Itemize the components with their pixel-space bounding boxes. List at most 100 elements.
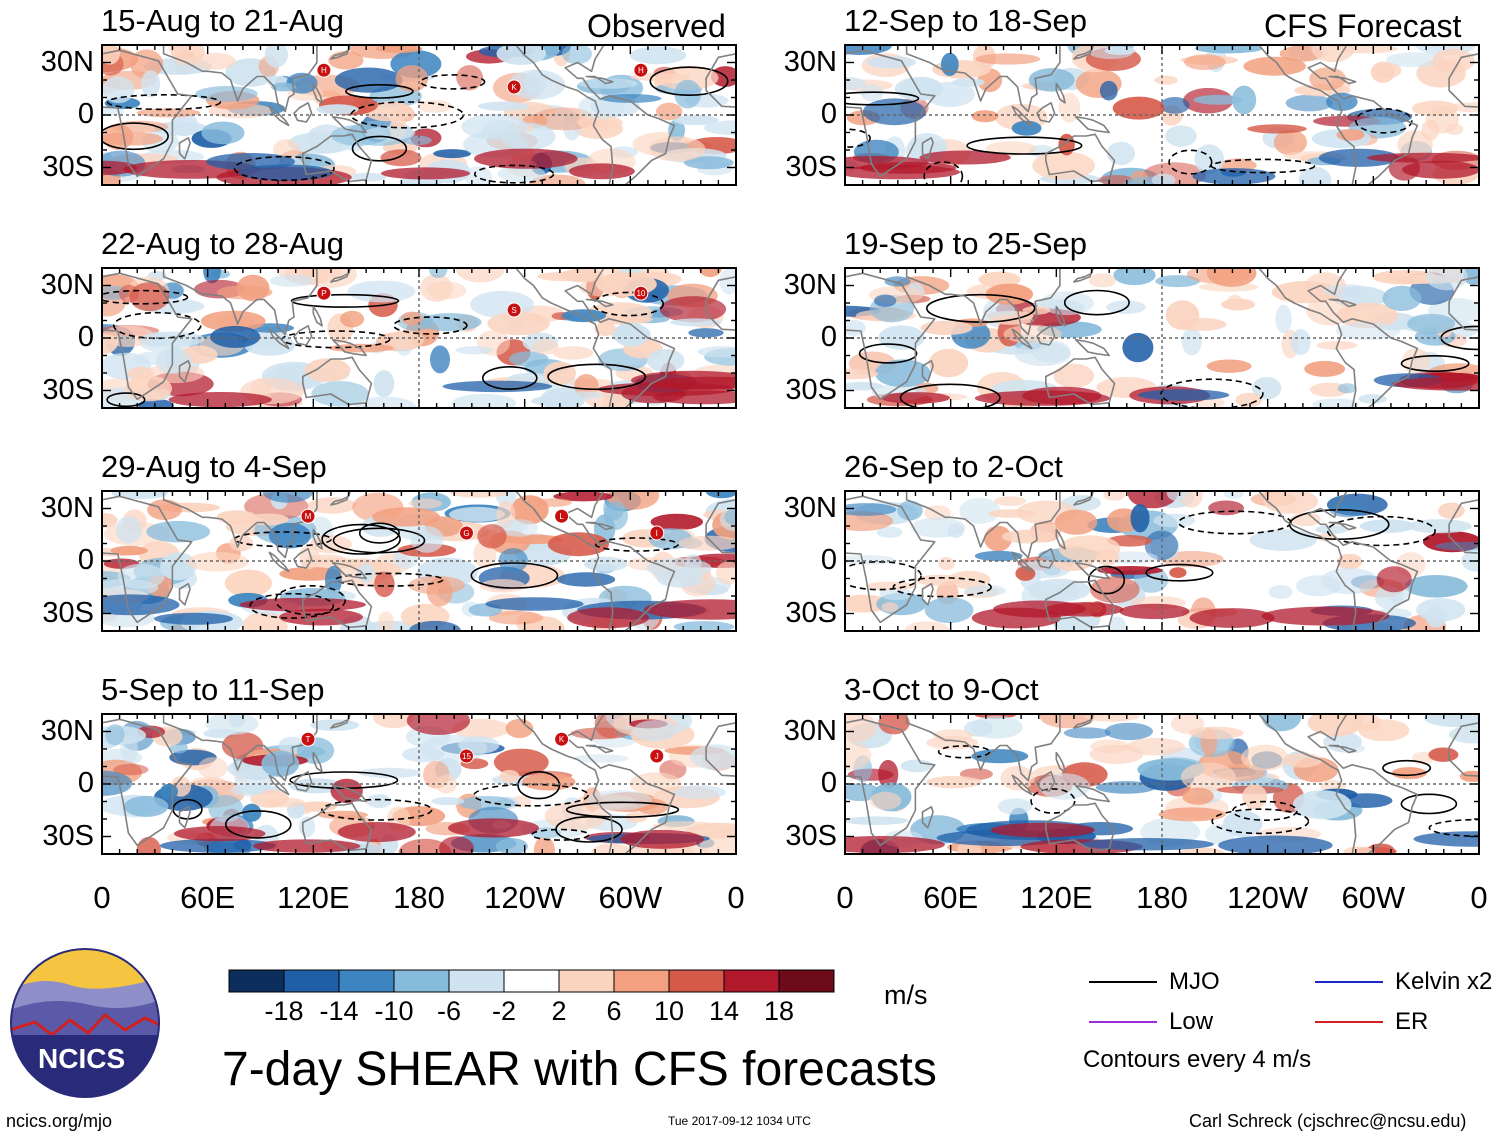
mjo-contour — [594, 537, 679, 552]
shear-field — [102, 45, 736, 185]
shear-cell — [417, 100, 453, 113]
storm-marker — [300, 731, 316, 747]
shear-cell — [1113, 268, 1156, 286]
panel-title: 12-Sep to 18-Sep — [844, 3, 1088, 38]
shear-cell — [997, 798, 1033, 815]
mjo-contour — [224, 810, 292, 839]
storm-marker — [554, 508, 570, 524]
shear-cell — [1315, 525, 1348, 535]
shear-cell — [1463, 268, 1479, 285]
shear-cell — [1195, 45, 1263, 54]
panel-title: 5-Sep to 11-Sep — [101, 672, 325, 707]
shear-cell — [1169, 567, 1187, 578]
shear-cell — [1084, 714, 1140, 722]
shear-cell — [1275, 304, 1292, 334]
mjo-contour — [358, 522, 400, 544]
coastline — [1073, 491, 1095, 506]
shear-band — [993, 600, 1087, 618]
colorbar-swatch — [613, 969, 670, 993]
shear-cell — [585, 790, 652, 811]
footer-right: Carl Schreck (cjschrec@ncsu.edu) — [1189, 1111, 1467, 1131]
colorbar-swatch — [448, 969, 505, 993]
shear-cell — [594, 321, 616, 337]
coastline — [178, 582, 191, 606]
shear-cell — [380, 149, 422, 167]
coastline — [178, 805, 191, 829]
mjo-contour — [899, 383, 1001, 408]
shear-band — [168, 392, 272, 408]
x-tick-label: 0 — [1470, 880, 1488, 915]
mjo-contour — [345, 84, 414, 99]
shear-band — [643, 599, 736, 620]
shear-cell — [1335, 322, 1401, 340]
shear-cell — [1188, 726, 1244, 740]
panel-title: 3-Oct to 9-Oct — [844, 672, 1039, 707]
shear-cell — [316, 104, 359, 115]
shear-band — [1080, 838, 1214, 851]
mjo-contour — [470, 562, 559, 589]
shear-cell — [130, 49, 164, 79]
shear-cell — [1032, 151, 1095, 180]
shear-cell — [195, 86, 258, 102]
y-tick-label: 30N — [783, 45, 837, 78]
shear-band — [253, 839, 361, 853]
storm-marker — [316, 62, 332, 78]
shear-cell — [1312, 398, 1359, 408]
shear-cell — [372, 507, 440, 527]
shear-cell — [1112, 96, 1165, 120]
coastline — [585, 521, 614, 531]
coastline — [331, 338, 368, 357]
shear-cell — [261, 750, 300, 777]
x-tick-label: 0 — [93, 880, 111, 915]
mjo-contour — [1400, 793, 1458, 815]
shear-cell — [1181, 327, 1202, 356]
shear-cell — [129, 282, 170, 312]
mjo-contour — [845, 91, 920, 106]
shear-cell — [1445, 123, 1464, 135]
mjo-contour — [1145, 563, 1214, 582]
shear-cell — [210, 325, 261, 348]
shear-cell — [449, 506, 505, 522]
shear-cell — [1292, 790, 1352, 820]
shear-cell — [408, 498, 443, 509]
shear-cell — [455, 346, 494, 355]
shear-cell — [228, 714, 245, 728]
shear-cell — [406, 714, 470, 735]
shear-cell — [102, 513, 118, 528]
shear-cell — [358, 767, 422, 779]
shear-cell — [456, 65, 483, 91]
footer-left[interactable]: ncics.org/mjo — [6, 1111, 113, 1131]
shear-cell — [1186, 268, 1251, 284]
shear-cell — [192, 776, 225, 785]
shear-cell — [430, 345, 450, 374]
shear-cell — [200, 310, 266, 332]
shear-cell — [309, 535, 352, 554]
shear-cell — [500, 519, 539, 537]
y-tick-label: 30S — [42, 596, 94, 629]
shear-cell — [186, 552, 249, 572]
shear-cell — [1063, 727, 1111, 739]
storm-marker — [459, 525, 474, 541]
storm-label: 15 — [462, 752, 471, 761]
colorbar-tick-label: -2 — [491, 996, 516, 1026]
shear-cell — [884, 276, 911, 287]
shear-cell — [429, 268, 448, 278]
shear-cell — [487, 311, 550, 336]
shear-cell — [561, 45, 592, 65]
coastline — [1036, 102, 1056, 123]
shear-cell — [522, 773, 576, 791]
shear-cell — [561, 268, 604, 283]
shear-cell — [869, 791, 902, 810]
shear-cell — [845, 503, 897, 516]
shear-cell — [325, 565, 342, 595]
y-tick-label: 30N — [783, 714, 837, 747]
mjo-contour — [332, 527, 426, 554]
shear-cell — [845, 381, 883, 391]
shear-cell — [865, 581, 916, 591]
shear-cell — [1370, 61, 1395, 83]
shear-cell — [1235, 392, 1263, 408]
shear-band — [1318, 148, 1400, 167]
coastline — [162, 714, 318, 782]
shear-cell — [236, 274, 270, 302]
shear-cell — [1435, 541, 1479, 551]
